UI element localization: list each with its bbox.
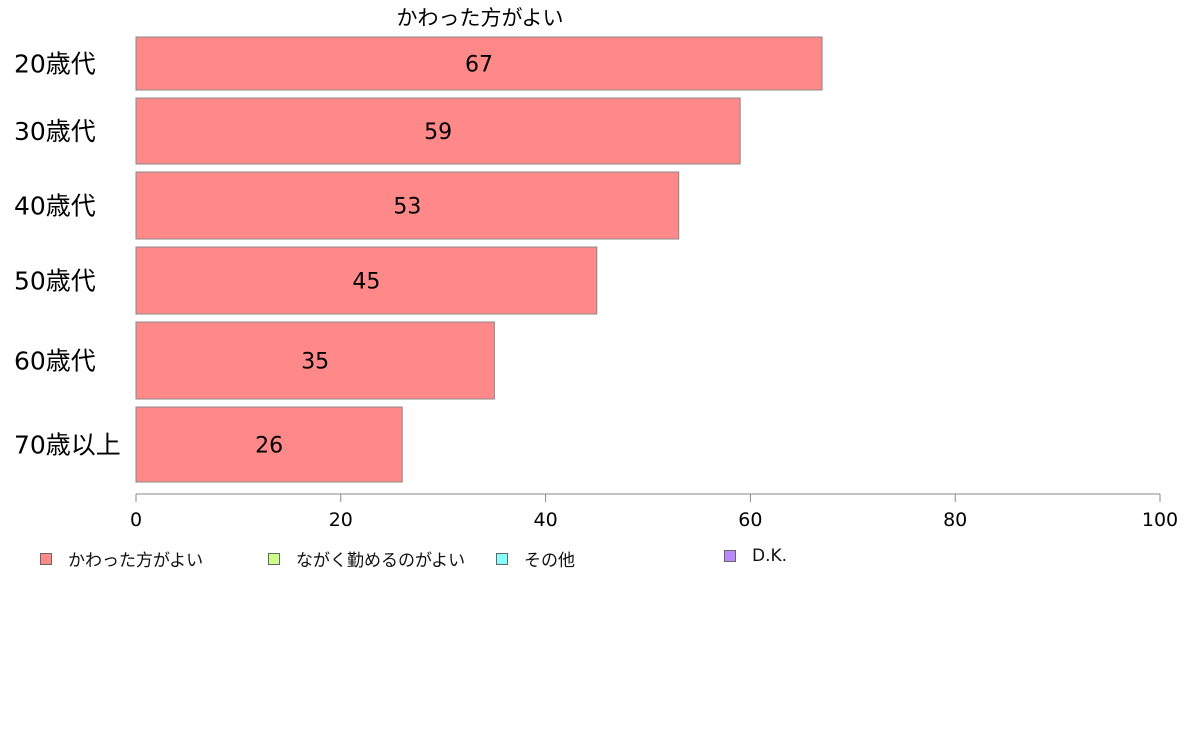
x-tick-label-3: 60: [738, 509, 762, 531]
bar-1: [135, 97, 741, 165]
legend-swatch-1: [268, 552, 280, 565]
bars-group: 67 59 53 45 35 26: [135, 36, 823, 483]
bar-value-label-3: 45: [352, 270, 380, 295]
legend-label-2: その他: [524, 551, 575, 571]
bar-2: [135, 171, 680, 240]
bar-value-label-0: 67: [465, 53, 493, 78]
x-tick-label-5: 100: [1142, 509, 1178, 531]
bar-3: [135, 246, 598, 315]
category-labels: 20歳代 30歳代 40歳代 50歳代 60歳代 70歳以上: [14, 50, 121, 460]
legend-item-1: ながく勤めるのがよい: [268, 546, 465, 571]
bar-value-label-5: 26: [255, 434, 283, 459]
legend-item-3: D.K.: [724, 546, 787, 566]
bar-value-label-4: 35: [301, 350, 329, 375]
category-label-0: 20歳代: [14, 50, 96, 79]
legend-swatch-0: [40, 552, 52, 565]
x-tick-label-2: 40: [534, 509, 558, 531]
bar-value-label-2: 53: [393, 195, 421, 220]
legend: かわった方がよい ながく勤めるのがよい その他 D.K.: [0, 546, 1188, 571]
bar-chart: かわった方がよい 67 59 53 45 35 26 20歳代 30歳代 40歳代 50歳代 60…: [14, 6, 1178, 531]
category-label-1: 30歳代: [14, 117, 96, 146]
category-label-4: 60歳代: [14, 347, 96, 376]
legend-label-0: かわった方がよい: [68, 551, 204, 571]
legend-label-1: ながく勤めるのがよい: [296, 551, 466, 571]
bar-5: [135, 406, 403, 483]
legend-swatch-2: [496, 552, 508, 565]
x-tick-label-1: 20: [329, 509, 353, 531]
legend-item-2: その他: [496, 546, 575, 571]
legend-item-0: かわった方がよい: [40, 546, 203, 571]
chart-title: かわった方がよい: [397, 6, 564, 30]
category-label-5: 70歳以上: [14, 431, 121, 460]
legend-swatch-3: [724, 550, 736, 562]
bar-value-label-1: 59: [424, 120, 452, 145]
x-tick-label-0: 0: [130, 509, 142, 531]
category-label-2: 40歳代: [14, 192, 96, 221]
bar-0: [135, 36, 823, 91]
bar-4: [135, 321, 495, 400]
legend-label-3: D.K.: [752, 546, 788, 566]
x-tick-label-4: 80: [943, 509, 967, 531]
category-label-3: 50歳代: [14, 267, 96, 296]
x-axis: 0 20 40 60 80 100: [130, 493, 1178, 531]
